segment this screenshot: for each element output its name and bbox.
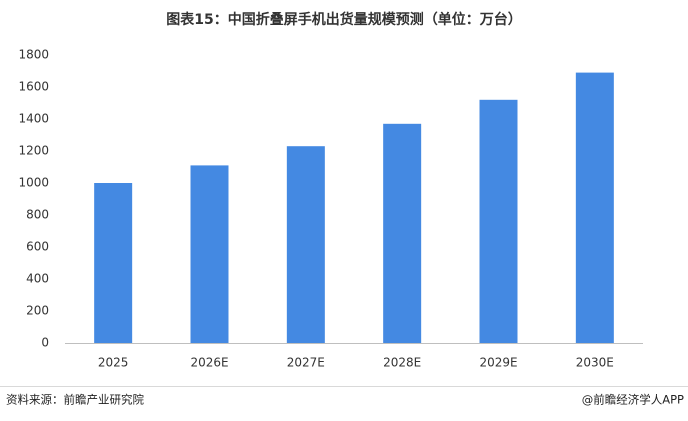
- y-tick-label: 1000: [18, 176, 49, 190]
- x-tick-label: 2025: [98, 356, 129, 370]
- y-tick-label: 400: [26, 272, 49, 286]
- chart-title: 图表15：中国折叠屏手机出货量规模预测（单位：万台）: [166, 11, 521, 28]
- y-tick-label: 1800: [18, 48, 49, 62]
- bar: [190, 165, 229, 343]
- y-tick-label: 0: [41, 336, 49, 350]
- x-tick-label: 2026E: [190, 356, 228, 370]
- bar: [479, 99, 518, 343]
- x-tick-label: 2028E: [383, 356, 421, 370]
- source: 资料来源：前瞻产业研究院: [6, 393, 144, 407]
- x-tick-label: 2027E: [287, 356, 325, 370]
- bar: [286, 146, 325, 343]
- credit: @前瞻经济学人APP: [582, 393, 684, 407]
- x-tick-label: 2029E: [479, 356, 517, 370]
- bar: [575, 72, 614, 343]
- bar: [383, 123, 422, 343]
- y-tick-label: 800: [26, 208, 49, 222]
- y-tick-label: 1200: [18, 144, 49, 158]
- y-tick-label: 1600: [18, 80, 49, 94]
- bar: [94, 183, 133, 343]
- y-tick-label: 600: [26, 240, 49, 254]
- y-tick-label: 200: [26, 304, 49, 318]
- y-tick-label: 1400: [18, 112, 49, 126]
- x-tick-label: 2030E: [576, 356, 614, 370]
